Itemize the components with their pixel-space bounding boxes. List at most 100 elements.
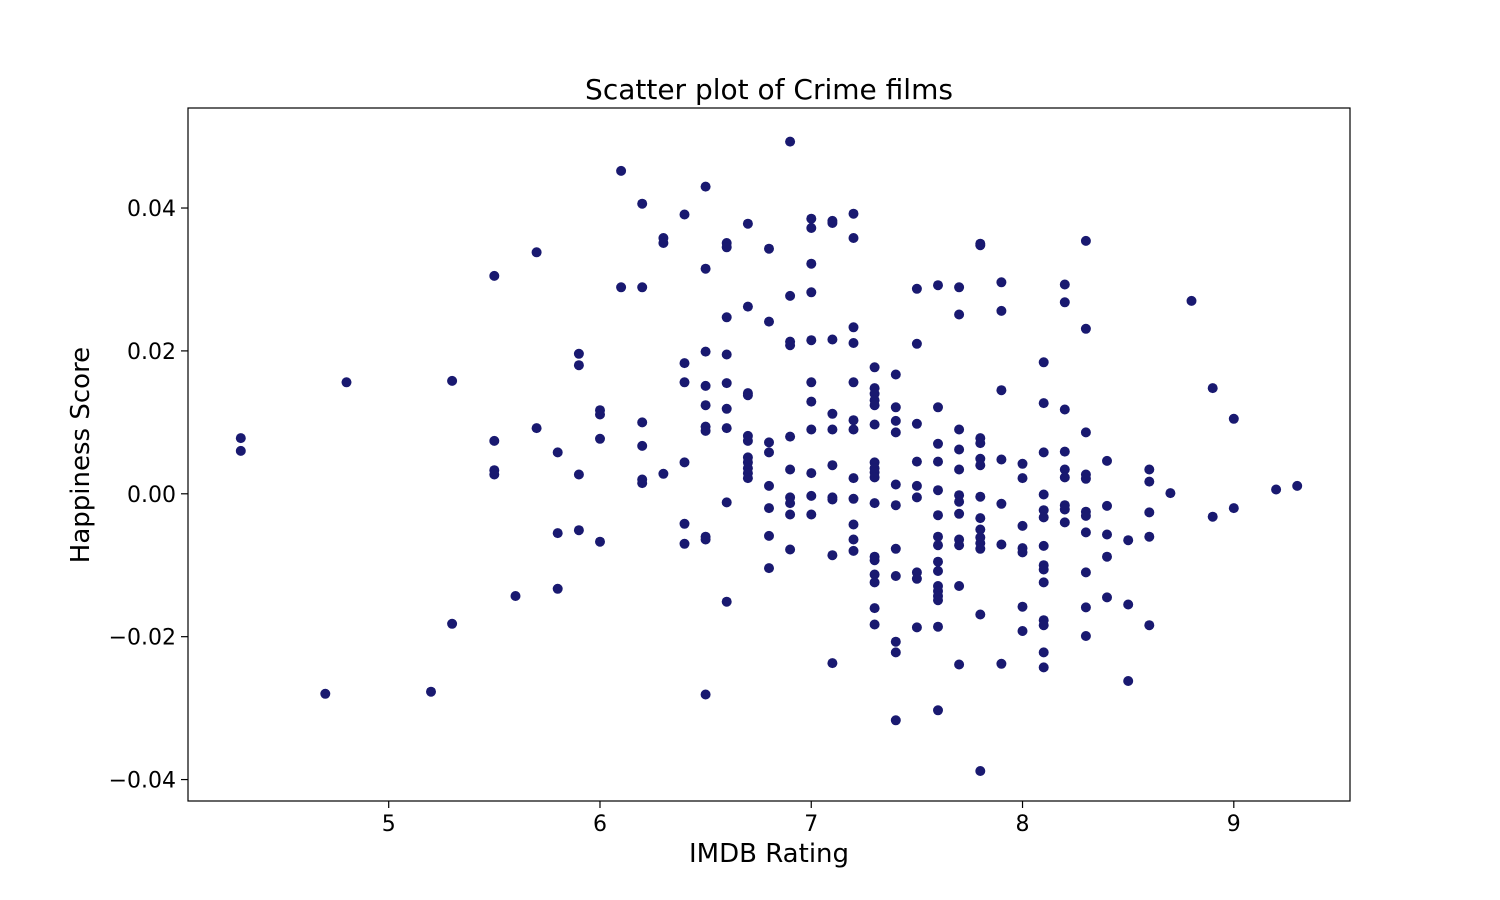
scatter-point xyxy=(700,400,711,411)
scatter-point xyxy=(806,287,817,298)
scatter-point xyxy=(911,456,922,467)
scatter-point xyxy=(679,209,690,220)
chart-title: Scatter plot of Crime films xyxy=(585,73,953,106)
scatter-point xyxy=(890,427,901,438)
scatter-point xyxy=(996,539,1007,550)
scatter-point xyxy=(1038,489,1049,500)
scatter-point xyxy=(1144,507,1155,518)
scatter-point xyxy=(996,277,1007,288)
scatter-point xyxy=(890,543,901,554)
x-tick-label: 5 xyxy=(382,812,396,837)
scatter-point xyxy=(1080,510,1091,521)
scatter-point xyxy=(764,530,774,541)
scatter-point xyxy=(1080,427,1091,438)
scatter-point xyxy=(806,223,817,233)
scatter-point xyxy=(996,658,1007,669)
scatter-point xyxy=(1059,279,1070,290)
scatter-point xyxy=(911,418,922,429)
scatter-point xyxy=(1123,676,1134,686)
scatter-point xyxy=(785,509,796,520)
scatter-point xyxy=(827,550,838,561)
x-tick-label: 9 xyxy=(1227,812,1241,837)
scatter-point xyxy=(721,403,732,414)
scatter-point xyxy=(1102,592,1112,603)
scatter-point xyxy=(848,534,859,545)
scatter-point xyxy=(975,438,986,449)
scatter-point xyxy=(1038,398,1049,409)
scatter-point xyxy=(933,485,943,496)
scatter-point xyxy=(890,647,901,658)
scatter-point xyxy=(911,283,922,294)
scatter-point xyxy=(573,360,584,371)
scatter-point xyxy=(996,305,1007,316)
y-axis-ticks: −0.04 −0.02 0.00 0.02 0.04 xyxy=(109,197,188,794)
scatter-point xyxy=(1144,620,1155,631)
scatter-point xyxy=(721,423,732,434)
scatter-point xyxy=(637,478,648,489)
scatter-point xyxy=(806,213,817,224)
scatter-point xyxy=(975,460,986,471)
scatter-point xyxy=(764,437,774,448)
scatter-point xyxy=(1080,235,1091,246)
scatter-point xyxy=(890,369,901,380)
scatter-point xyxy=(933,531,943,542)
scatter-point xyxy=(996,498,1007,509)
scatter-point xyxy=(827,494,838,505)
scatter-point xyxy=(827,424,838,435)
scatter-point xyxy=(700,263,711,274)
scatter-point xyxy=(679,457,690,468)
scatter-point xyxy=(573,525,584,536)
scatter-point xyxy=(764,480,774,491)
scatter-point xyxy=(806,396,817,407)
scatter-point xyxy=(1207,383,1218,394)
scatter-point xyxy=(869,419,880,430)
y-tick-label: 0.00 xyxy=(127,483,176,508)
scatter-point xyxy=(742,435,753,446)
x-axis-label: IMDB Rating xyxy=(689,839,849,869)
scatter-point xyxy=(869,569,880,580)
scatter-point xyxy=(573,348,584,359)
scatter-point xyxy=(700,181,711,192)
scatter-point xyxy=(1080,527,1091,538)
scatter-point xyxy=(848,322,859,333)
scatter-point xyxy=(700,534,711,545)
scatter-point xyxy=(764,503,774,514)
scatter-point xyxy=(933,556,943,567)
scatter-point xyxy=(933,540,943,551)
scatter-point xyxy=(1038,647,1049,658)
scatter-point xyxy=(1102,551,1112,562)
scatter-point xyxy=(890,415,901,426)
scatter-point xyxy=(700,346,711,357)
scatter-point xyxy=(1165,488,1176,499)
scatter-point xyxy=(1038,620,1049,631)
scatter-point xyxy=(1228,413,1239,424)
scatter-point xyxy=(827,218,838,228)
scatter-point xyxy=(806,509,817,520)
scatter-point xyxy=(827,408,838,419)
scatter-point xyxy=(679,518,690,529)
scatter-point xyxy=(721,242,732,253)
scatter-point xyxy=(616,282,627,293)
scatter-point xyxy=(679,538,690,549)
scatter-point xyxy=(320,688,331,699)
scatter-point xyxy=(954,659,965,670)
scatter-point xyxy=(827,460,838,471)
scatter-point xyxy=(1080,602,1091,613)
scatter-point xyxy=(637,440,648,451)
scatter-point xyxy=(933,438,943,449)
x-tick-label: 7 xyxy=(804,812,818,837)
scatter-point xyxy=(848,473,859,484)
scatter-point xyxy=(700,380,711,391)
scatter-point xyxy=(1038,512,1049,523)
y-tick-label: 0.04 xyxy=(127,197,176,222)
scatter-point xyxy=(552,447,563,458)
scatter-point xyxy=(911,573,922,584)
scatter-point xyxy=(806,424,817,435)
scatter-point xyxy=(806,377,817,388)
scatter-point xyxy=(911,338,922,349)
y-tick-label: −0.04 xyxy=(109,769,176,794)
scatter-point xyxy=(848,338,859,348)
scatter-point xyxy=(1017,626,1028,636)
scatter-point xyxy=(975,240,986,251)
